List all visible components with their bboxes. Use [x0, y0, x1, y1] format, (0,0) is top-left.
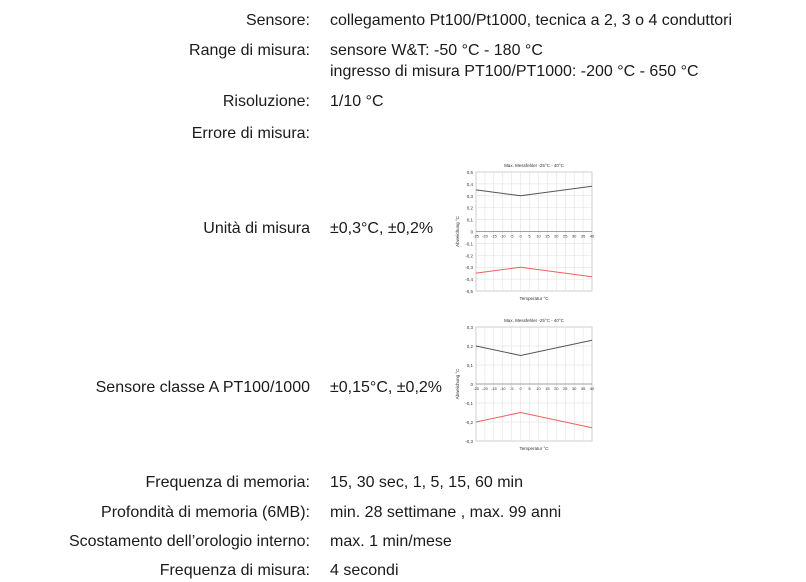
x-tick-label: 40	[590, 234, 595, 239]
x-tick-label: 20	[554, 386, 559, 391]
frequenza-misura-value: 4 secondi	[330, 562, 399, 579]
scostamento-value: max. 1 min/mese	[330, 533, 452, 550]
range-value-sensor: sensore W&T: -50 °C - 180 °C	[330, 42, 543, 59]
y-tick-label: -0,1	[465, 401, 473, 406]
unita-label: Unità di misura	[203, 220, 310, 237]
x-tick-label: -15	[491, 234, 498, 239]
x-tick-label: 5	[528, 386, 531, 391]
x-tick-label: 25	[563, 386, 568, 391]
x-tick-label: 10	[536, 386, 541, 391]
y-tick-label: 0,1	[467, 218, 474, 223]
chart-title: Max. Messfehler -25°C - 40°C	[504, 163, 565, 168]
error-chart-2: 0,3 0,2 0,1 0 -0,1 -0,2 -0,3 -25 -20 -15 -10 -5 0 5 10…	[448, 310, 748, 460]
frequenza-memoria-value: 15, 30 sec, 1, 5, 15, 60 min	[330, 474, 524, 491]
x-tick-label: 35	[581, 386, 586, 391]
x-tick-label: 30	[572, 234, 577, 239]
unita-value: ±0,3°C, ±0,2%	[330, 220, 434, 237]
classe-a-label: Sensore classe A PT100/1000	[95, 379, 310, 396]
errore-label: Errore di misura:	[191, 125, 310, 142]
x-tick-label: 15	[545, 386, 550, 391]
y-tick-label: 0	[470, 382, 473, 387]
y-tick-label: 0,2	[467, 206, 474, 211]
y-tick-label: -0,4	[465, 277, 473, 282]
x-tick-label: -20	[482, 234, 489, 239]
x-tick-label: -10	[500, 386, 507, 391]
x-tick-label: 0	[519, 234, 522, 239]
x-tick-label: 10	[536, 234, 541, 239]
x-tick-label: -15	[491, 386, 498, 391]
risoluzione-label: Risoluzione:	[222, 93, 310, 110]
x-tick-label: 5	[528, 234, 531, 239]
y-tick-label: -0,2	[465, 253, 473, 258]
range-value-input: ingresso di misura PT100/PT1000: -200 °C…	[330, 63, 699, 80]
y-tick-label: 0,4	[467, 182, 474, 187]
y-tick-label: -0,3	[465, 439, 473, 444]
y-axis-label: Abweichung °C	[455, 368, 460, 400]
classe-a-value: ±0,15°C, ±0,2%	[330, 379, 443, 396]
sensore-label: Sensore:	[245, 12, 310, 29]
profondita-value: min. 28 settimane , max. 99 anni	[330, 504, 562, 521]
y-tick-label: -0,3	[465, 265, 473, 270]
scostamento-label: Scostamento dell’orologio interno:	[68, 533, 310, 550]
series-line-2	[475, 266, 593, 278]
x-tick-label: 25	[563, 234, 568, 239]
x-tick-label: -5	[510, 234, 514, 239]
x-axis-label: Temperatur °C	[519, 296, 549, 301]
x-tick-label: 30	[572, 386, 577, 391]
x-tick-label: -10	[500, 234, 507, 239]
x-tick-label: 15	[545, 234, 550, 239]
x-tick-label: -25	[473, 234, 480, 239]
x-tick-label: -25	[473, 386, 480, 391]
series-line-1	[475, 339, 593, 357]
risoluzione-value: 1/10 °C	[330, 93, 384, 110]
x-axis-label: Temperatur °C	[519, 446, 549, 451]
series-line-1	[475, 185, 593, 197]
profondita-label: Profondità di memoria (6MB):	[101, 504, 310, 521]
range-label: Range di misura:	[189, 42, 310, 59]
chart-title: Max. Messfehler -25°C - 40°C	[504, 318, 565, 323]
x-tick-label: 0	[519, 386, 522, 391]
y-tick-label: 0,3	[467, 325, 474, 330]
x-tick-label: -20	[482, 386, 489, 391]
y-axis-label: Abweichung °C	[455, 215, 460, 247]
x-tick-label: 20	[554, 234, 559, 239]
y-tick-label: 0,5	[467, 170, 474, 175]
frequenza-misura-label: Frequenza di misura:	[159, 562, 310, 579]
y-tick-label: 0	[470, 230, 473, 235]
y-tick-label: -0,1	[465, 241, 473, 246]
x-tick-label: 35	[581, 234, 586, 239]
x-tick-label: 40	[590, 386, 595, 391]
y-tick-label: 0,1	[467, 363, 474, 368]
frequenza-memoria-label: Frequenza di memoria:	[145, 474, 310, 491]
y-tick-label: 0,2	[467, 344, 474, 349]
y-tick-label: -0,5	[465, 289, 473, 294]
series-line-2	[475, 411, 593, 429]
sensore-value: collegamento Pt100/Pt1000, tecnica a 2, …	[330, 12, 733, 29]
x-tick-label: -5	[510, 386, 514, 391]
y-tick-label: 0,3	[467, 194, 474, 199]
error-chart-1: 0,5 0,4 0,3 0,2 0,1 0 -0,1 -0,2 -0,3 -0,4 -0,5 -25-…	[448, 150, 748, 310]
y-tick-label: -0,2	[465, 420, 473, 425]
